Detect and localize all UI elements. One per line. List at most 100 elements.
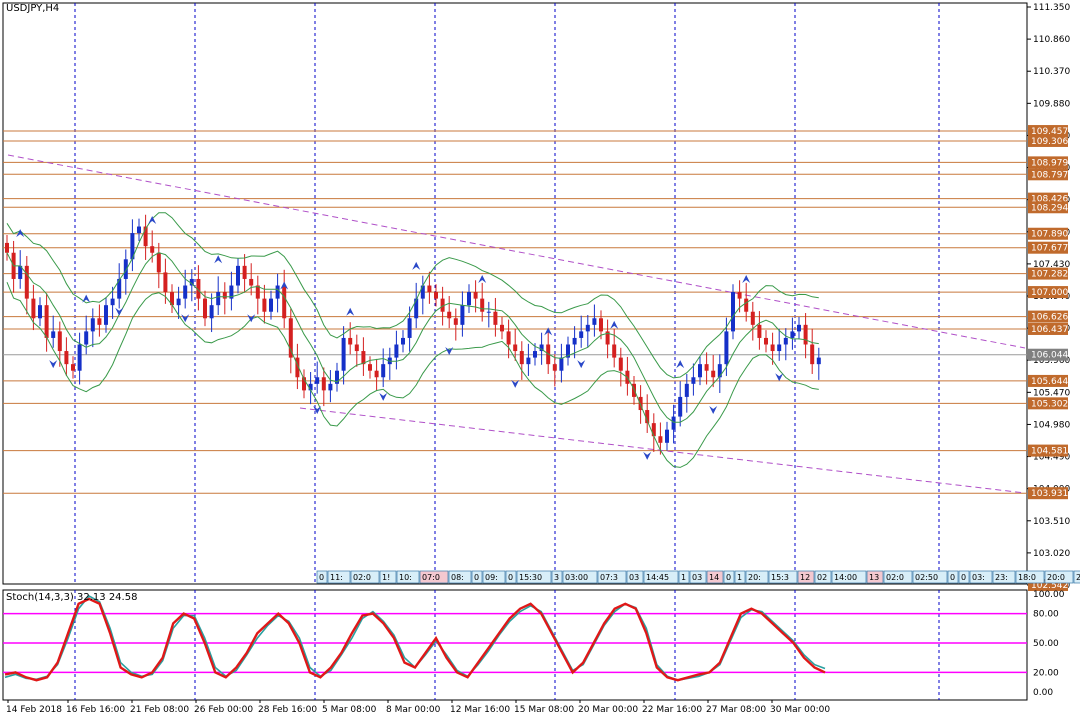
- time-box-label: 13: [869, 573, 879, 582]
- time-box: [562, 570, 598, 584]
- time-box: [745, 570, 769, 584]
- candle: [579, 331, 584, 338]
- time-box-label: 1: [681, 573, 686, 582]
- candle: [84, 331, 89, 345]
- time-box-label: 08:: [451, 573, 464, 582]
- time-box-label: 03: [692, 573, 702, 582]
- candle: [51, 331, 56, 338]
- level-label-bg: [1028, 168, 1068, 181]
- level-label-bg: [1028, 134, 1068, 147]
- candle: [783, 337, 788, 345]
- candle: [539, 344, 544, 352]
- stoch-axis-label: 80.00: [1033, 610, 1059, 620]
- candle: [810, 344, 815, 365]
- time-box-label: 03: [629, 573, 639, 582]
- time-box: [797, 570, 815, 584]
- candle: [150, 246, 155, 253]
- fractal-arrow-icon: [775, 373, 784, 382]
- fractal-arrow-icon: [280, 281, 289, 290]
- candle: [341, 337, 346, 371]
- candle: [599, 318, 603, 332]
- fractal-arrow-icon: [511, 379, 520, 388]
- candle: [526, 357, 531, 365]
- time-box-label: 22:00: [1076, 573, 1080, 582]
- time-axis-label: 21 Feb 08:00: [130, 705, 189, 715]
- candle: [585, 324, 590, 332]
- price-axis-label: 109.880: [1033, 99, 1070, 109]
- time-axis-label: 5 Mar 08:00: [322, 705, 377, 715]
- candle: [176, 298, 181, 306]
- candle: [24, 265, 29, 299]
- candle: [77, 344, 82, 371]
- band-middle: [6, 252, 819, 423]
- trend-line-upper: [7, 154, 1026, 349]
- level-label: 108.294: [1031, 203, 1068, 213]
- level-label: 105.302: [1031, 399, 1068, 409]
- time-box: [1015, 570, 1045, 584]
- price-axis-label: 110.860: [1033, 35, 1070, 45]
- candle: [117, 278, 122, 299]
- time-box-label: 0: [961, 573, 966, 582]
- level-label-bg: [1028, 227, 1068, 240]
- time-box-label: 12: [800, 573, 810, 582]
- candle: [222, 292, 227, 299]
- candle: [704, 364, 709, 371]
- time-box: [471, 570, 483, 584]
- candle: [249, 278, 254, 286]
- time-box: [814, 570, 832, 584]
- level-label-bg: [1028, 267, 1068, 280]
- time-box: [316, 570, 328, 584]
- candle: [137, 226, 141, 234]
- time-box-label: 02:0: [353, 573, 371, 582]
- candle: [744, 298, 749, 312]
- level-label: 109.306: [1031, 137, 1068, 147]
- candle: [618, 357, 623, 371]
- candle: [612, 344, 617, 358]
- level-label: 107.890: [1031, 230, 1068, 240]
- candle: [302, 377, 306, 391]
- candle: [368, 364, 372, 371]
- stoch-axis-label: 0.00: [1033, 688, 1053, 698]
- price-axis-label: 105.470: [1033, 388, 1070, 398]
- candle: [255, 285, 260, 299]
- candle: [506, 331, 511, 345]
- time-box-label: 03:: [972, 573, 985, 582]
- candle: [440, 298, 445, 312]
- candle: [275, 285, 280, 299]
- level-label: 106.626: [1031, 313, 1068, 323]
- candle: [671, 416, 676, 430]
- fractal-arrow-icon: [676, 360, 685, 369]
- fractal-arrow-icon: [577, 360, 586, 369]
- time-box-label: 02:0: [886, 573, 904, 582]
- level-label-bg: [1028, 241, 1068, 254]
- time-axis-label: 20 Mar 00:00: [578, 705, 638, 715]
- time-box-label: 0: [950, 573, 955, 582]
- time-box: [866, 570, 884, 584]
- stoch-axis-label: 50.00: [1033, 639, 1059, 649]
- time-box: [597, 570, 627, 584]
- candle: [816, 357, 821, 365]
- candle: [559, 357, 564, 371]
- time-box: [992, 570, 1016, 584]
- candle: [420, 285, 425, 299]
- trend-line-lower: [299, 407, 1026, 494]
- candle: [381, 364, 386, 378]
- time-box: [831, 570, 867, 584]
- level-label: 104.581: [1031, 447, 1068, 457]
- stoch-axis-label: 20.00: [1033, 668, 1059, 678]
- time-box: [1044, 570, 1074, 584]
- candle: [229, 285, 234, 299]
- level-label-bg: [1028, 125, 1068, 138]
- time-box-label: 1: [737, 573, 742, 582]
- fractal-arrow-icon: [412, 261, 421, 270]
- candle: [731, 292, 735, 332]
- candle: [493, 311, 498, 325]
- time-box-label: 0: [508, 573, 513, 582]
- time-box-label: 10:: [399, 573, 412, 582]
- time-box-label: 14: [709, 573, 719, 582]
- time-box-label: 14:00: [834, 573, 857, 582]
- band-lower: [6, 282, 819, 468]
- time-box-label: 15:30: [519, 573, 542, 582]
- candle: [552, 364, 557, 371]
